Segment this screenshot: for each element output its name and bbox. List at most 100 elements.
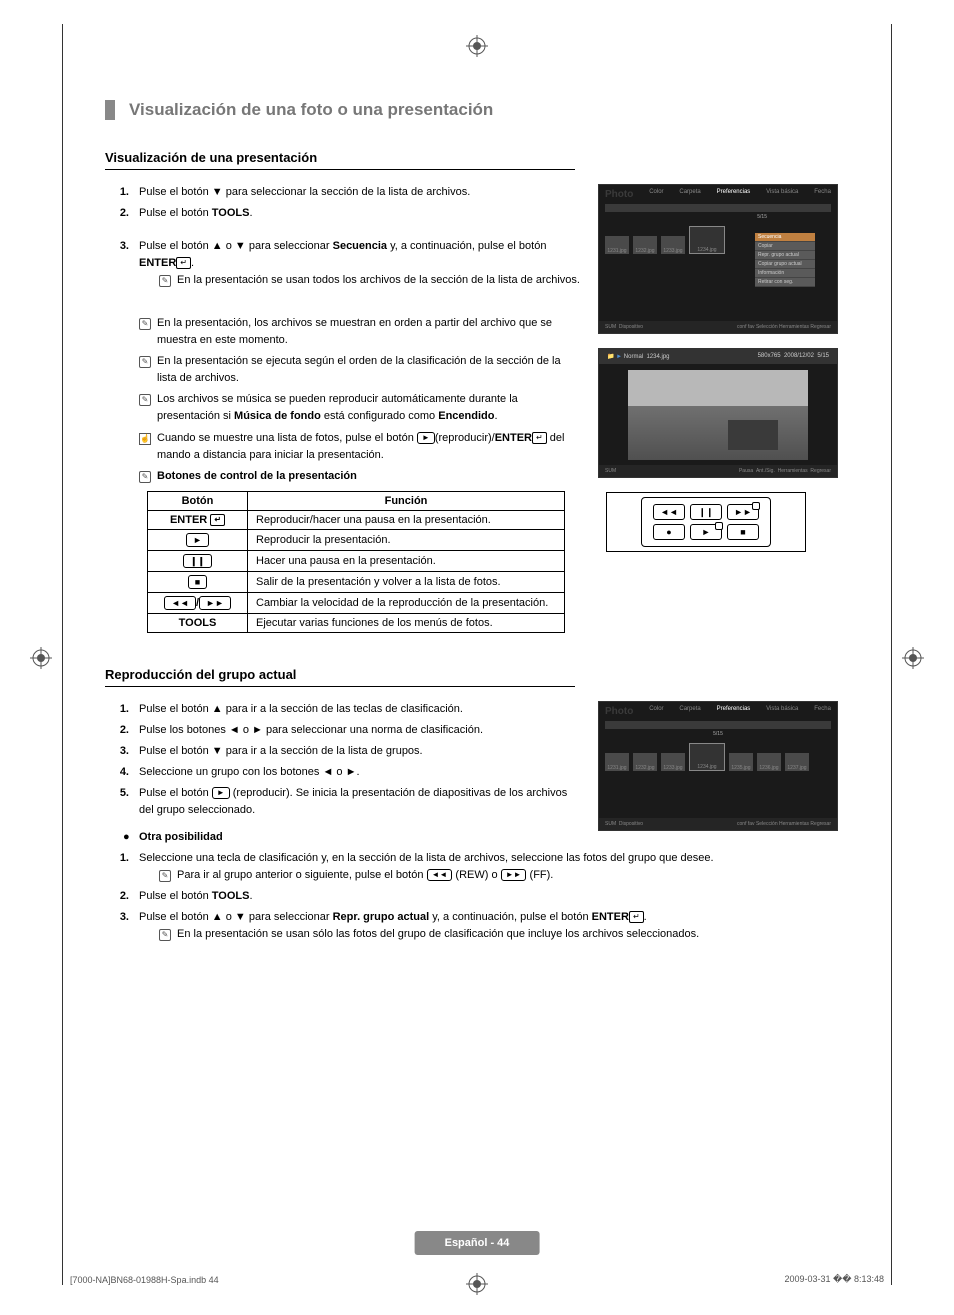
alt-title: ●Otra posibilidad bbox=[123, 829, 580, 846]
section2-alt-steps: 1.Seleccione una tecla de clasificación … bbox=[105, 850, 845, 943]
button-cell: ENTER ↵ bbox=[148, 510, 248, 529]
remote: ◄◄ ❙❙ ►► ● ► ■ bbox=[641, 497, 771, 547]
controls-table: Botón Función ENTER ↵Reproducir/hacer un… bbox=[147, 491, 565, 633]
section1-steps-cont: 3.Pulse el botón ▲ o ▼ para seleccionar … bbox=[105, 238, 580, 289]
table-header-row: Botón Función bbox=[148, 491, 565, 510]
section2-title: Reproducción del grupo actual bbox=[105, 667, 575, 687]
note-item: ✎Los archivos se música se pueden reprod… bbox=[139, 391, 580, 425]
screen-tabs: Photo Color Carpeta Preferencias Vista b… bbox=[599, 702, 837, 719]
tip-item: ☝Cuando se muestre una lista de fotos, p… bbox=[139, 430, 580, 464]
section1-left: 1.Pulse el botón ▼ para seleccionar la s… bbox=[105, 184, 580, 633]
table-title-item: ✎Botones de control de la presentación bbox=[139, 468, 580, 485]
table-row: ► Reproducir la presentación. bbox=[148, 529, 565, 550]
thumbnail-selected: 1234.jpg bbox=[689, 743, 725, 771]
rew-icon: ◄◄ bbox=[427, 869, 453, 881]
play-icon: ► bbox=[186, 533, 209, 547]
margin-line-left bbox=[62, 24, 63, 1285]
thumbnail: 1233.jpg bbox=[661, 753, 685, 771]
section1-body: 1.Pulse el botón ▼ para seleccionar la s… bbox=[105, 184, 855, 633]
list-item: 3.Pulse el botón ▼ para ir a la sección … bbox=[105, 743, 580, 760]
note-icon: ✎ bbox=[159, 272, 177, 289]
alt-heading: ●Otra posibilidad bbox=[105, 829, 580, 846]
screen-footer: SUM Pausa Ant./Sig. Herramientas Regresa… bbox=[599, 465, 837, 477]
screen-footer: SUM Dispositivo conf fav Selección Herra… bbox=[599, 818, 837, 830]
note-icon: ✎ bbox=[139, 353, 157, 387]
play-icon: ► bbox=[212, 787, 230, 799]
step-text: Pulse el botón TOOLS. bbox=[139, 205, 580, 222]
remote-row: ◄◄ ❙❙ ►► bbox=[653, 504, 759, 520]
ff-icon: ►► bbox=[501, 869, 527, 881]
function-cell: Hacer una pausa en la presentación. bbox=[248, 550, 565, 571]
screen-bar bbox=[605, 721, 831, 729]
registration-mark-top bbox=[466, 35, 488, 57]
function-cell: Ejecutar varias funciones de los menús d… bbox=[248, 613, 565, 632]
note-icon: ✎ bbox=[139, 391, 157, 425]
page-footer-badge: Español - 44 bbox=[415, 1231, 540, 1255]
thumbnail: 1231.jpg bbox=[605, 236, 629, 254]
screenshot-slideshow: 📁 ► Normal 1234.jpg 580x765 2008/12/02 5… bbox=[598, 348, 838, 478]
thumbnail: 1237.jpg bbox=[785, 753, 809, 771]
screenshot-photo-list: Photo Color Carpeta Preferencias Vista b… bbox=[598, 184, 838, 334]
content-area: Visualización de una foto o una presenta… bbox=[105, 100, 855, 947]
table-header: Función bbox=[248, 491, 565, 510]
alt-step3-note: ✎En la presentación se usan sólo las fot… bbox=[139, 926, 845, 943]
ff-button: ►► bbox=[727, 504, 759, 520]
list-item: 2.Pulse el botón TOOLS. bbox=[105, 205, 580, 222]
page: Visualización de una foto o una presenta… bbox=[0, 0, 954, 1315]
function-cell: Reproducir la presentación. bbox=[248, 529, 565, 550]
list-item: 1.Pulse el botón ▼ para seleccionar la s… bbox=[105, 184, 580, 201]
table-row: ❙❙ Hacer una pausa en la presentación. bbox=[148, 550, 565, 571]
list-item: 4.Seleccione un grupo con los botones ◄ … bbox=[105, 764, 580, 781]
remote-illustration: ◄◄ ❙❙ ►► ● ► ■ bbox=[606, 492, 806, 552]
ff-icon: ►► bbox=[199, 596, 231, 610]
step-number: 1. bbox=[105, 184, 139, 201]
note-icon: ✎ bbox=[139, 468, 157, 485]
thumbnail: 1233.jpg bbox=[661, 236, 685, 254]
function-cell: Salir de la presentación y volver a la l… bbox=[248, 571, 565, 592]
list-item: 5.Pulse el botón ► (reproducir). Se inic… bbox=[105, 785, 580, 819]
play-button: ► bbox=[690, 524, 722, 540]
menu-item: Información bbox=[755, 269, 815, 278]
list-item: 3.Pulse el botón ▲ o ▼ para seleccionar … bbox=[105, 238, 580, 289]
thumbnail: 1232.jpg bbox=[633, 236, 657, 254]
screen-tabs: Photo Color Carpeta Preferencias Vista b… bbox=[599, 185, 837, 202]
menu-item: Copiar grupo actual bbox=[755, 260, 815, 269]
button-cell: ◄◄/►► bbox=[148, 592, 248, 613]
section1-notes: ✎En la presentación, los archivos se mue… bbox=[105, 315, 580, 484]
list-item: 1.Seleccione una tecla de clasificación … bbox=[105, 850, 845, 884]
note-item: ✎En la presentación se ejecuta según el … bbox=[139, 353, 580, 387]
registration-mark-bottom bbox=[466, 1273, 488, 1295]
enter-icon: ↵ bbox=[210, 514, 225, 526]
slideshow-header: 📁 ► Normal 1234.jpg 580x765 2008/12/02 5… bbox=[599, 349, 837, 364]
thumbnail: 1231.jpg bbox=[605, 753, 629, 771]
enter-icon: ↵ bbox=[629, 911, 644, 923]
note-icon: ✎ bbox=[159, 926, 177, 943]
thumbnail-selected: 1234.jpg bbox=[689, 226, 725, 254]
step-text: Pulse el botón ▼ para seleccionar la sec… bbox=[139, 184, 580, 201]
play-icon: ► bbox=[417, 432, 435, 444]
step-number: 2. bbox=[105, 205, 139, 222]
step3-note: ✎En la presentación se usan todos los ar… bbox=[139, 272, 580, 289]
step-number: 3. bbox=[105, 238, 139, 289]
screen-bar bbox=[605, 204, 831, 212]
menu-item: Copiar bbox=[755, 242, 815, 251]
menu-item: Retirar con seg. bbox=[755, 278, 815, 287]
alt-step1-note: ✎Para ir al grupo anterior o siguiente, … bbox=[139, 867, 579, 884]
function-cell: Cambiar la velocidad de la reproducción … bbox=[248, 592, 565, 613]
pause-button: ❙❙ bbox=[690, 504, 722, 520]
table-header: Botón bbox=[148, 491, 248, 510]
section2-steps: 1.Pulse el botón ▲ para ir a la sección … bbox=[105, 701, 580, 819]
stop-button: ■ bbox=[727, 524, 759, 540]
main-title-bar: Visualización de una foto o una presenta… bbox=[105, 100, 855, 120]
remote-row: ● ► ■ bbox=[653, 524, 759, 540]
button-cell: ■ bbox=[148, 571, 248, 592]
margin-line-right bbox=[891, 24, 892, 1285]
thumbnail: 1235.jpg bbox=[729, 753, 753, 771]
note-icon: ✎ bbox=[159, 867, 177, 884]
registration-mark-left bbox=[30, 647, 52, 669]
step-text: Pulse el botón ▲ o ▼ para seleccionar Se… bbox=[139, 238, 580, 289]
pause-icon: ❙❙ bbox=[183, 554, 212, 568]
list-item: 2.Pulse los botones ◄ o ► para seleccion… bbox=[105, 722, 580, 739]
enter-icon: ↵ bbox=[532, 432, 547, 444]
menu-item: Repr. grupo actual bbox=[755, 251, 815, 260]
